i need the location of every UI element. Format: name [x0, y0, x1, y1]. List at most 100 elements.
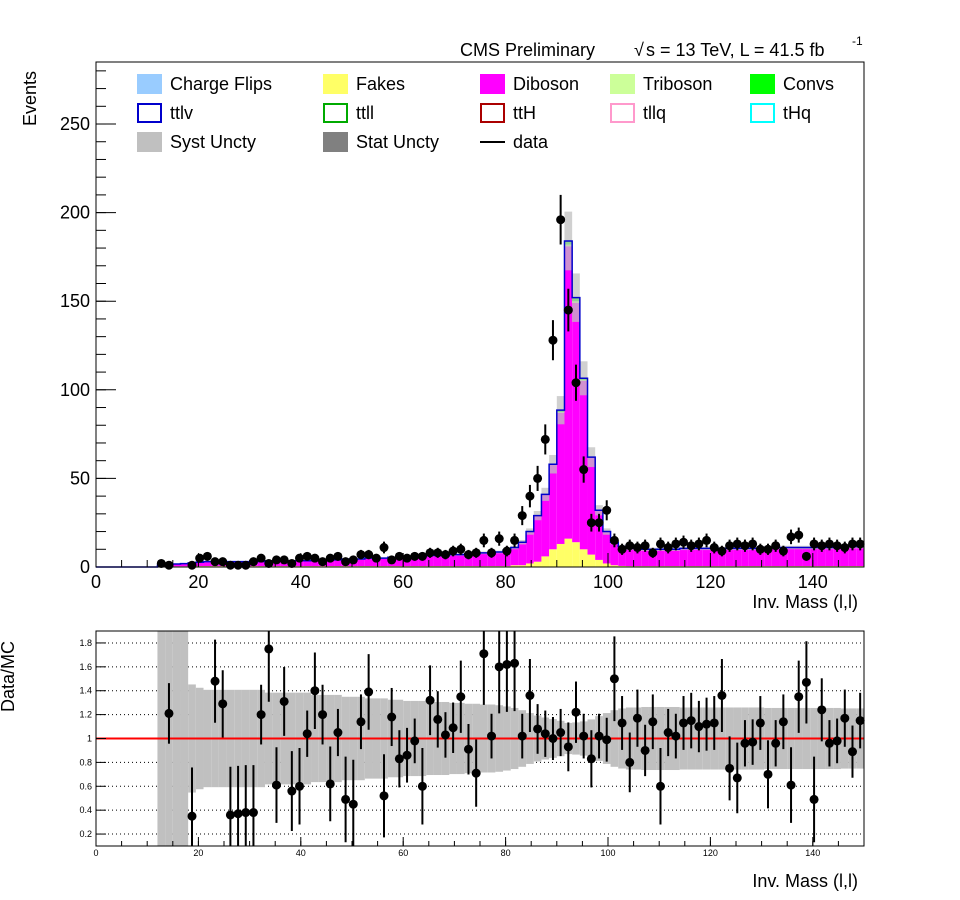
data-point-88 [847, 539, 857, 549]
main-xtick-label-3: 60 [393, 572, 413, 592]
data-point-52 [571, 378, 581, 388]
legend-label-3: Triboson [643, 74, 712, 94]
data-point-59 [625, 541, 635, 551]
ratio-point-61 [671, 731, 681, 741]
data-point-45 [517, 511, 527, 521]
ratio-ytick-label-1: 0.4 [79, 805, 92, 815]
ratio-point-4 [225, 810, 235, 820]
data-point-63 [655, 539, 665, 549]
legend-label-2: Diboson [513, 74, 579, 94]
ratio-point-59 [655, 781, 665, 791]
ratio-point-24 [387, 712, 397, 722]
ratio-point-44 [540, 729, 550, 739]
legend-swatch-8 [610, 103, 635, 123]
bar-diboson-52 [495, 551, 504, 567]
legend-label-11: Stat Uncty [356, 132, 439, 152]
ratio-points [164, 631, 865, 846]
ttlv-outline [96, 240, 864, 568]
main-axes: 0 20 40 60 80 100 120 140 0 50 100 150 200 250 [60, 61, 865, 592]
data-point-7 [225, 560, 235, 570]
bar-diboson-45 [441, 555, 450, 567]
bar-diboson-77 [687, 548, 696, 567]
ratio-point-52 [602, 735, 612, 745]
data-point-37 [456, 544, 466, 554]
data-point-3 [195, 553, 205, 563]
data-point-14 [279, 555, 289, 565]
data-points [156, 194, 865, 570]
stacked-histogram [96, 211, 864, 568]
bar-diboson-69 [625, 548, 634, 567]
data-point-77 [763, 544, 773, 554]
ratio-point-53 [609, 674, 619, 684]
ratio-point-17 [325, 779, 335, 789]
bar-diboson-65 [595, 510, 603, 560]
ratio-point-8 [256, 710, 266, 720]
experiment-label: CMS Preliminary [460, 40, 595, 60]
legend-swatch-7 [480, 103, 505, 123]
legend-swatch-11 [323, 132, 348, 152]
bar-diboson-42 [418, 556, 427, 567]
data-point-9 [241, 560, 251, 570]
ratio-point-35 [471, 768, 481, 778]
data-point-38 [463, 550, 473, 560]
ratio-point-51 [594, 731, 604, 741]
legend-label-10: Syst Uncty [170, 132, 256, 152]
bar-fakes-58 [541, 556, 550, 567]
bar-diboson-81 [718, 548, 726, 567]
data-point-89 [855, 539, 865, 549]
bar-diboson-74 [664, 549, 672, 567]
ratio-point-15 [310, 686, 320, 696]
bar-diboson-34 [357, 559, 365, 567]
data-point-31 [410, 551, 420, 561]
data-point-69 [702, 535, 712, 545]
bar-diboson-61 [564, 246, 573, 539]
data-point-64 [663, 543, 673, 553]
legend-label-5: ttlv [170, 103, 193, 123]
legend-label-1: Fakes [356, 74, 405, 94]
data-point-13 [271, 555, 281, 565]
data-point-34 [433, 548, 443, 558]
ratio-point-12 [287, 786, 297, 796]
energy-lumi-label: s = 13 TeV, L = 41.5 fb [646, 40, 824, 60]
ratio-point-79 [809, 794, 819, 804]
bar-diboson-70 [633, 548, 642, 567]
bar-fakes-59 [549, 549, 557, 567]
data-point-47 [533, 473, 543, 483]
ratio-ytick-label-7: 1.6 [79, 662, 92, 672]
legend-label-8: tllq [643, 103, 666, 123]
bar-diboson-87 [764, 547, 772, 567]
main-xtick-label-7: 140 [798, 572, 828, 592]
ratio-point-39 [502, 659, 512, 669]
ratio-point-20 [348, 799, 358, 809]
bar-diboson-75 [672, 549, 680, 567]
data-point-51 [563, 305, 573, 315]
ratio-point-18 [333, 728, 343, 738]
data-point-18 [310, 553, 320, 563]
data-point-10 [248, 557, 258, 567]
main-xtick-label-5: 100 [593, 572, 623, 592]
lumi-exponent: -1 [852, 34, 863, 48]
main-ylabel: Events [20, 71, 40, 126]
main-xtick-label-2: 40 [291, 572, 311, 592]
bar-diboson-73 [656, 549, 665, 567]
data-point-28 [387, 555, 397, 565]
data-point-36 [448, 546, 458, 556]
bar-diboson-85 [748, 548, 757, 567]
data-point-87 [840, 543, 850, 553]
bar-diboson-91 [794, 547, 803, 567]
legend-label-4: Convs [783, 74, 834, 94]
data-point-29 [394, 551, 404, 561]
bar-fakes-60 [556, 543, 565, 567]
ratio-ytick-label-2: 0.6 [79, 781, 92, 791]
bar-fakes-56 [526, 563, 534, 567]
ratio-point-64 [694, 722, 704, 732]
ratio-point-41 [517, 731, 527, 741]
main-xlabel: Inv. Mass (l,l) [752, 592, 858, 612]
ratio-point-9 [264, 644, 274, 654]
main-xtick-label-6: 120 [695, 572, 725, 592]
ratio-point-28 [417, 781, 427, 791]
data-point-50 [556, 215, 566, 225]
bar-diboson-46 [449, 554, 457, 567]
data-point-12 [264, 558, 274, 568]
